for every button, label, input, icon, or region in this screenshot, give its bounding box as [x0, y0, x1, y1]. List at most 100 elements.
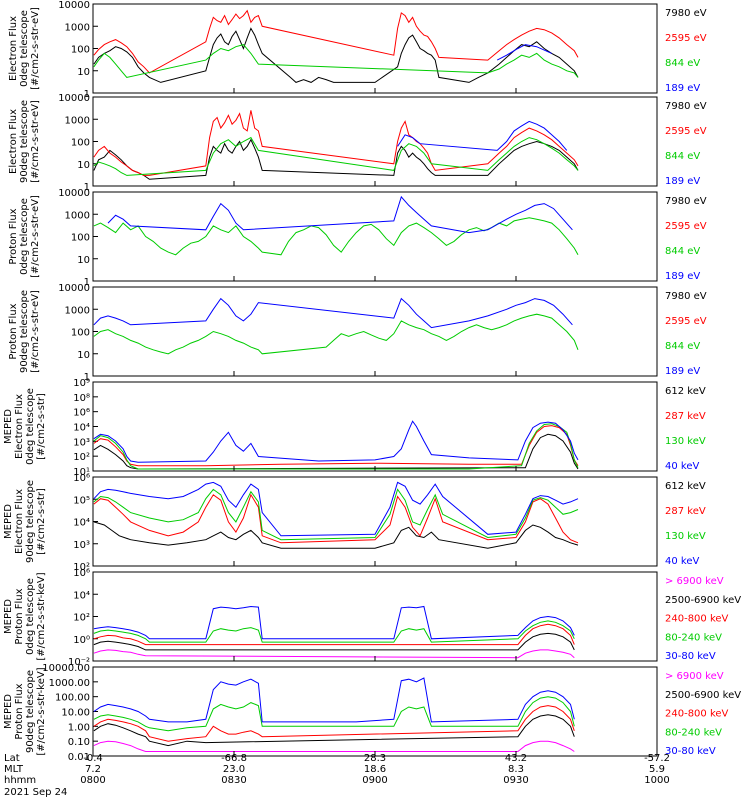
- series-line: [397, 120, 568, 151]
- y-tick-label: 10: [77, 67, 90, 78]
- y-axis-label: MEPED: [3, 694, 14, 729]
- y-axis-label: Electron Flux: [8, 16, 19, 81]
- panel-4: 10000 1000 100 10 1 Proton Flux 90deg telescop…: [8, 283, 707, 383]
- y-tick-label: 1000: [65, 115, 90, 126]
- panel-3: 10000 1000 100 10 1 Proton Flux 0deg telescope…: [8, 188, 707, 288]
- series-line: [93, 136, 579, 176]
- series-line: [93, 27, 579, 83]
- y-tick-label: 0.10: [68, 737, 90, 748]
- legend-entry: 189 eV: [665, 366, 700, 377]
- x-tick-label-lat: -57.2: [644, 753, 670, 764]
- series-line: [93, 488, 579, 541]
- x-axis-label-hhmm: hhmm: [4, 775, 36, 786]
- y-tick-label: 10⁸: [73, 393, 90, 404]
- y-axis-label: 0deg telescope: [19, 198, 30, 275]
- y-tick-label: 10000: [58, 283, 90, 294]
- panel-8: 10000.00 1000.00 100.00 10.00 1.00 0.10 0.01 ME…: [3, 663, 741, 763]
- plot-frame: [92, 476, 658, 567]
- y-tick-label: 10⁴: [73, 590, 90, 601]
- legend-entry: 7980 eV: [665, 8, 707, 19]
- y-tick-label: 10⁶: [73, 408, 90, 419]
- x-axis-label-mlt: MLT: [4, 764, 24, 775]
- y-axis-label: Proton Flux: [14, 588, 25, 644]
- legend-entry: 2500-6900 keV: [665, 690, 741, 701]
- series-line: [93, 677, 575, 723]
- x-tick-label-lat: -66.8: [221, 753, 247, 764]
- legend-entry: 30-80 keV: [665, 746, 716, 757]
- y-axis-label: 0deg telescope: [19, 10, 30, 87]
- series-line: [93, 425, 579, 467]
- panel-2: 10000 1000 100 10 1 Electron Flux 90deg telesc…: [8, 93, 707, 193]
- y-tick-label: 10²: [73, 452, 90, 463]
- series-line: [93, 217, 579, 256]
- y-tick-label: 10⁻²: [68, 657, 90, 668]
- series-line: [93, 423, 579, 470]
- x-tick-label-hhmm: 1000: [644, 775, 669, 786]
- x-tick-label-hhmm: 0900: [362, 775, 387, 786]
- legend-entry: 130 keV: [665, 531, 706, 542]
- series-line: [93, 740, 575, 752]
- y-tick-label: 10³: [73, 437, 90, 448]
- y-tick-label: 10⁰: [73, 635, 90, 646]
- series-line: [93, 632, 575, 651]
- y-tick-label: 10000.00: [42, 663, 90, 674]
- x-tick-label-hhmm: 0800: [80, 775, 105, 786]
- y-axis-label: 0deg telescope: [25, 388, 36, 465]
- y-axis-label: Proton Flux: [8, 303, 19, 359]
- y-axis-label: [#/cm2-s-str-eV]: [30, 290, 41, 373]
- y-axis-label: [#/cm2-s-str]: [36, 488, 47, 555]
- series-line: [93, 649, 575, 659]
- y-tick-label: 10: [77, 160, 90, 171]
- y-axis-label: Electron Flux: [14, 489, 25, 554]
- y-tick-label: 10000: [58, 0, 90, 11]
- x-tick-label-lat: 43.2: [505, 753, 527, 764]
- panel-5: 10⁹ 10⁸ 10⁶ 10⁴ 10³ 10² 10¹ MEPED Electron Flux 0…: [3, 378, 706, 478]
- y-tick-label: 10000: [58, 93, 90, 104]
- legend-entry: 612 keV: [665, 481, 706, 492]
- y-axis-label: [#/cm2-s-str-eV]: [30, 195, 41, 278]
- y-tick-label: 10: [77, 350, 90, 361]
- y-tick-label: 100: [71, 328, 90, 339]
- panel-7: 10⁶ 10⁴ 10² 10⁰ 10⁻² MEPED Proton Flux 0deg tel…: [3, 568, 741, 668]
- y-tick-label: 10⁹: [73, 378, 90, 389]
- legend-entry: 240-800 keV: [665, 614, 729, 625]
- y-tick-label: 10: [77, 255, 90, 266]
- legend-entry: 612 keV: [665, 386, 706, 397]
- y-tick-label: 1: [84, 89, 90, 100]
- legend-entry: 7980 eV: [665, 196, 707, 207]
- y-tick-label: 100: [71, 233, 90, 244]
- y-axis-label: Proton Flux: [8, 208, 19, 264]
- y-tick-label: 1: [84, 277, 90, 288]
- y-tick-label: 10000: [58, 188, 90, 199]
- y-tick-label: 1: [84, 372, 90, 383]
- y-axis-label: MEPED: [3, 599, 14, 634]
- legend-entry: 40 keV: [665, 461, 699, 472]
- y-tick-label: 1.00: [68, 722, 90, 733]
- series-line: [93, 313, 579, 355]
- y-tick-label: 100.00: [55, 693, 90, 704]
- legend-entry: 130 keV: [665, 436, 706, 447]
- y-tick-label: 1000.00: [49, 678, 90, 689]
- y-axis-label: [#/cm2-s-str-keV]: [36, 667, 47, 755]
- series-line: [107, 195, 573, 234]
- legend-entry: 844 eV: [665, 341, 700, 352]
- legend-entry: 2595 eV: [665, 33, 707, 44]
- y-tick-label: 1000: [65, 305, 90, 316]
- x-tick-label-hhmm: 0930: [503, 775, 528, 786]
- x-tick-label-mlt: 5.9: [649, 764, 665, 775]
- y-tick-label: 10.00: [61, 708, 90, 719]
- y-axis-label: [#/cm2-s-str]: [36, 393, 47, 460]
- legend-entry: > 6900 keV: [665, 671, 724, 682]
- x-tick-label-mlt: 18.6: [364, 764, 386, 775]
- y-axis-label: Electron Flux: [14, 394, 25, 459]
- legend-entry: 844 eV: [665, 246, 700, 257]
- date-label: 2021 Sep 24: [4, 787, 67, 798]
- x-tick-label-mlt: 23.0: [223, 764, 245, 775]
- y-tick-label: 100: [71, 45, 90, 56]
- series-line: [93, 481, 579, 537]
- y-tick-label: 10¹: [73, 467, 90, 478]
- y-tick-label: 10²: [73, 562, 90, 573]
- legend-entry: 287 keV: [665, 506, 706, 517]
- x-axis-label-lat: Lat: [4, 753, 20, 764]
